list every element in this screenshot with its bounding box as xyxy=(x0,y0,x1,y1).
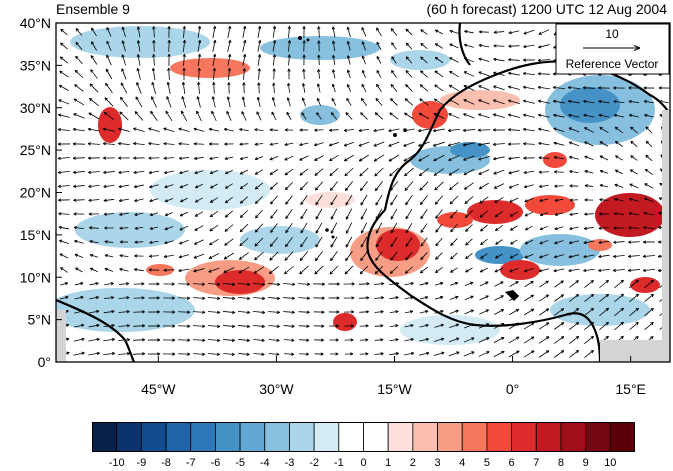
map-title-forecast-time: (60 h forecast) 1200 UTC 12 Aug 2004 xyxy=(426,1,667,17)
lat-tick-label: 25°N xyxy=(20,142,51,158)
colorbar-swatch xyxy=(609,422,635,452)
lat-tick-label: 40°N xyxy=(20,15,51,31)
colorbar-label: 7 xyxy=(533,457,540,469)
lat-tick-label: 20°N xyxy=(20,185,51,201)
colorbar-swatch xyxy=(190,422,216,452)
colorbar-label: 10 xyxy=(604,457,617,469)
colorbar-label: -9 xyxy=(136,457,147,469)
colorbar-label: -2 xyxy=(309,457,320,469)
lon-tick-label: 15°E xyxy=(615,381,646,397)
colorbar-label: -8 xyxy=(161,457,171,469)
islands xyxy=(298,36,519,301)
colorbar-swatch xyxy=(511,422,537,452)
colorbar-swatch xyxy=(585,422,611,452)
colorbar-swatch xyxy=(461,422,488,452)
lat-tick-label: 10°N xyxy=(20,269,51,285)
colorbar-swatch xyxy=(313,422,340,452)
colorbar-label: 0 xyxy=(360,457,367,469)
lat-tick-label: 30°N xyxy=(20,100,51,116)
colorbar xyxy=(92,422,635,452)
colorbar-label: 1 xyxy=(385,457,392,469)
colorbar-label: -7 xyxy=(185,457,196,469)
anomaly-shading xyxy=(56,26,665,345)
colorbar-label: 5 xyxy=(483,457,490,469)
colorbar-label: -3 xyxy=(284,457,295,469)
land-mask-edges xyxy=(56,110,670,362)
reference-vector-box: 10 Reference Vector xyxy=(555,23,670,75)
colorbar-label: -5 xyxy=(235,457,245,469)
reference-vector-caption: Reference Vector xyxy=(566,57,659,71)
colorbar-swatch xyxy=(264,422,290,452)
colorbar-swatch xyxy=(116,422,142,452)
lat-tick-label: 15°N xyxy=(20,227,51,243)
colorbar-label: 8 xyxy=(557,457,565,469)
colorbar-label: 9 xyxy=(582,457,589,469)
colorbar-label: 2 xyxy=(409,457,416,469)
colorbar-swatch xyxy=(215,422,241,452)
longitude-axis: 45°W 30°W 15°W 0° 15°E xyxy=(141,356,646,397)
lat-tick-label: 5°N xyxy=(28,312,52,328)
colorbar-label: 4 xyxy=(459,457,466,469)
lon-tick-label: 15°W xyxy=(377,381,412,397)
colorbar-swatch xyxy=(140,422,167,452)
colorbar-swatch xyxy=(239,422,266,452)
colorbar-swatch xyxy=(560,422,587,452)
colorbar-label: -4 xyxy=(259,457,270,469)
colorbar-swatch xyxy=(289,422,315,452)
colorbar-swatch xyxy=(437,422,463,452)
reference-vector-magnitude: 10 xyxy=(605,27,619,41)
latitude-axis: 0° 5°N 10°N 15°N 20°N 25°N 30°N 35°N 40°N xyxy=(20,15,62,370)
colorbar-labels: -10 -9 -8 -7 -6 -5 -4 -3 -2 -1 0 1 2 3 4 5 6 7 8 9 10 xyxy=(92,457,635,471)
lon-tick-label: 30°W xyxy=(259,381,294,397)
map-title-ensemble: Ensemble 9 xyxy=(56,1,130,17)
colorbar-swatch xyxy=(387,422,414,452)
colorbar-swatch xyxy=(486,422,512,452)
colorbar-swatch xyxy=(92,422,118,452)
colorbar-label: 3 xyxy=(434,457,441,469)
colorbar-swatch xyxy=(338,422,364,452)
lon-tick-label: 0° xyxy=(506,381,519,397)
colorbar-swatch xyxy=(165,422,192,452)
colorbar-label: -1 xyxy=(333,457,344,469)
colorbar-swatch xyxy=(412,422,438,452)
colorbar-label: -10 xyxy=(108,457,125,469)
lat-tick-label: 0° xyxy=(38,354,51,370)
colorbar-swatch xyxy=(363,422,389,452)
colorbar-label: -6 xyxy=(210,457,221,469)
colorbar-label: 6 xyxy=(508,457,515,469)
colorbar-swatch xyxy=(535,422,562,452)
lat-tick-label: 35°N xyxy=(20,57,51,73)
lon-tick-label: 45°W xyxy=(141,381,176,397)
wind-vector-map: 10 Reference Vector 0° 5°N 10°N 15°N 20°N 25°… xyxy=(20,15,671,397)
